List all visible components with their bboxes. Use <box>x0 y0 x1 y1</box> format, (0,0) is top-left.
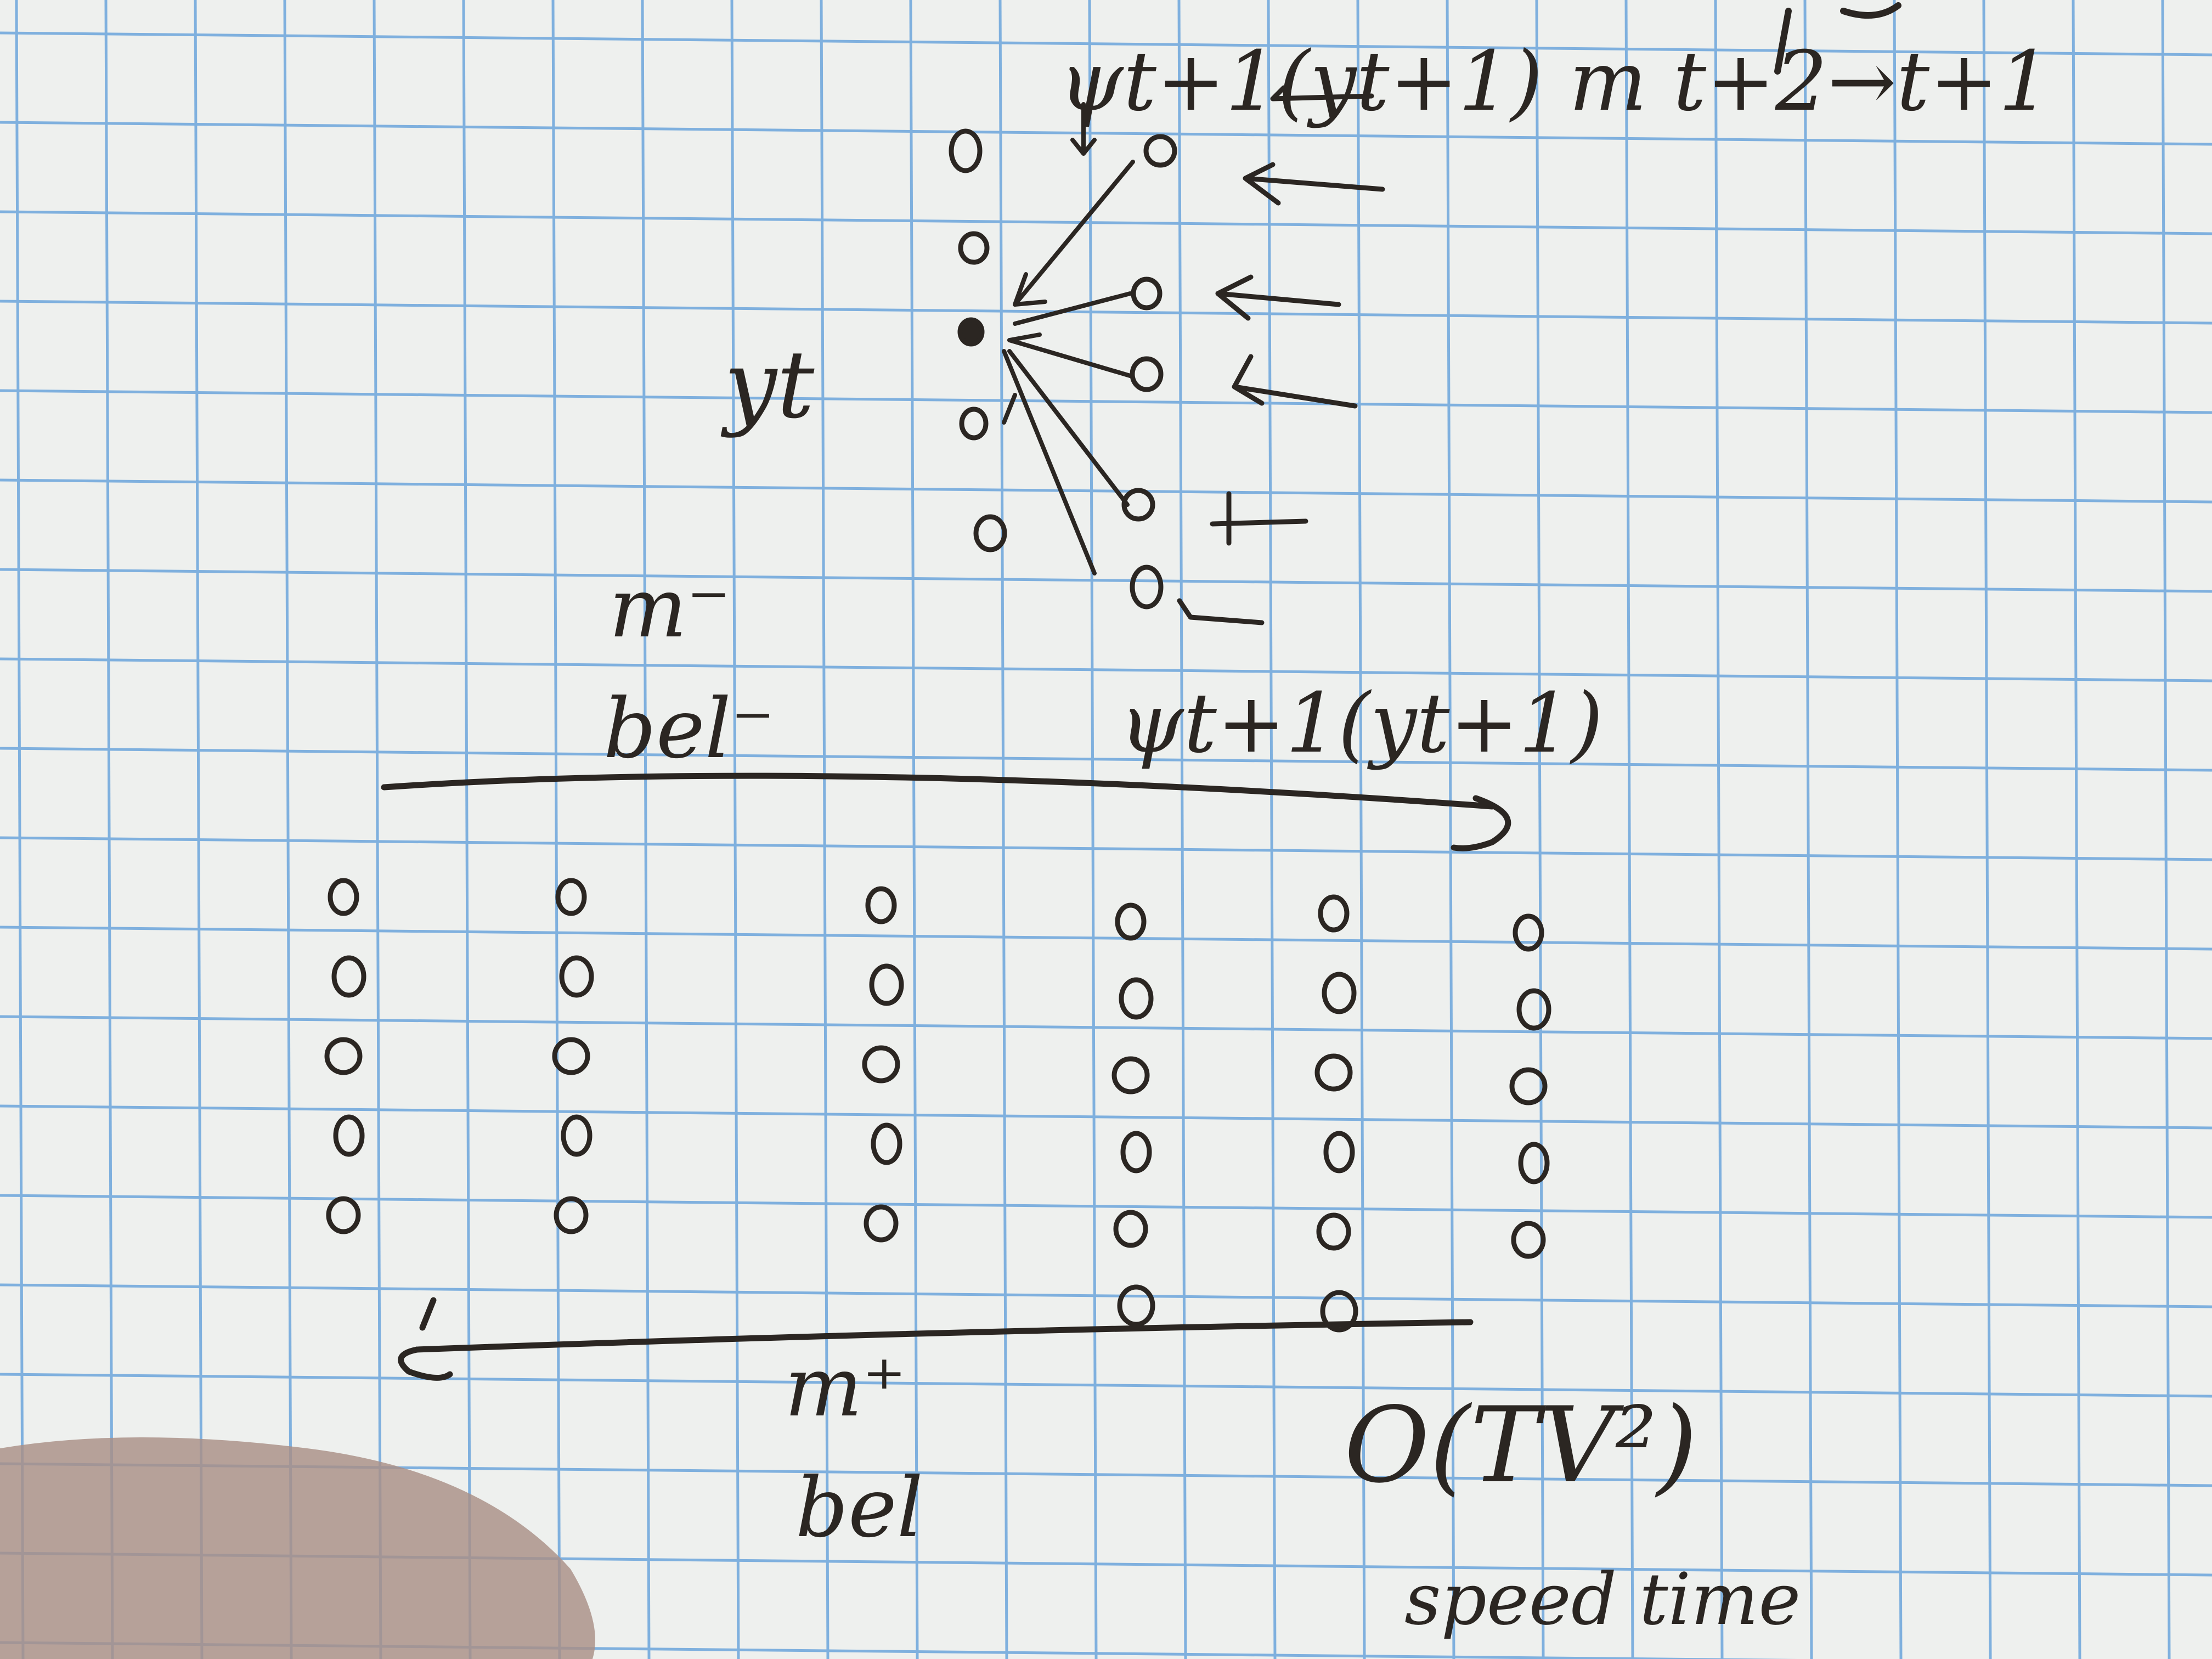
lattice-node <box>554 1196 589 1234</box>
grid-line-vertical <box>1624 0 1634 1659</box>
forward-pass-arrow <box>381 772 1511 851</box>
grid-line-vertical <box>373 0 382 1659</box>
grid-line-vertical <box>1356 0 1366 1659</box>
grid-line-vertical <box>1446 0 1455 1659</box>
grid-line-horizontal <box>0 1104 2212 1130</box>
lattice-node <box>331 955 366 998</box>
grid-line-horizontal <box>0 31 2212 57</box>
lattice-node <box>555 878 587 916</box>
bel-label: bel <box>795 1460 923 1556</box>
lattice-node <box>1119 977 1154 1020</box>
lattice-node <box>862 1045 900 1084</box>
grid-line-vertical <box>641 0 651 1659</box>
grid-line-horizontal <box>0 1373 2212 1398</box>
grid-line-vertical <box>1535 0 1545 1659</box>
grid-line-horizontal <box>0 926 2212 951</box>
grid-line-horizontal <box>0 210 2212 235</box>
grid-line-horizontal <box>0 1283 2212 1308</box>
margin-note-fragment <box>1774 2 1901 75</box>
grid-line-horizontal <box>0 568 2212 593</box>
grid-line-vertical <box>1803 0 1813 1659</box>
lattice-node <box>326 1196 361 1234</box>
lattice-node <box>1511 1221 1546 1259</box>
lattice-node <box>1111 1056 1150 1094</box>
grid-line-vertical <box>1982 0 1992 1659</box>
message-arrows-to-yt <box>1002 102 1135 575</box>
m-plus-label: m⁺ <box>785 1340 906 1435</box>
grid-line-vertical <box>998 0 1008 1659</box>
grid-line-vertical <box>15 0 25 1659</box>
lattice-node <box>559 955 594 998</box>
grid-line-vertical <box>2161 0 2171 1659</box>
grid-line-vertical <box>1088 0 1098 1659</box>
lattice-node <box>324 1037 363 1075</box>
lattice-node <box>871 1122 902 1165</box>
lattice-node <box>552 1037 590 1075</box>
lattice-node <box>1323 1131 1355 1173</box>
m-minus-label: m⁻ <box>609 561 730 656</box>
bel-minus-label: bel⁻ <box>603 681 775 777</box>
lattice-node <box>561 1114 592 1157</box>
finger-shadow <box>0 1437 595 1659</box>
lattice-node <box>1509 1067 1548 1105</box>
grid-line-vertical <box>194 0 204 1659</box>
incoming-messages-top <box>1177 85 1385 625</box>
grid-line-vertical <box>551 0 561 1659</box>
lattice-node <box>1318 894 1350 933</box>
lattice-node <box>869 963 904 1006</box>
grid-line-horizontal <box>0 747 2212 772</box>
lattice-node <box>1115 902 1147 941</box>
top-left-node-column <box>949 128 1007 552</box>
yt-label: yt <box>720 331 815 439</box>
grid-line-vertical <box>462 0 472 1659</box>
lattice-node <box>1513 913 1544 952</box>
lattice-node <box>1322 972 1357 1014</box>
grid-line-horizontal <box>0 121 2212 146</box>
lattice-node <box>1120 1131 1152 1173</box>
grid-line-vertical <box>1177 0 1187 1659</box>
grid-line-vertical <box>283 0 293 1659</box>
top-right-node-column <box>1121 134 1177 610</box>
backward-pass-arrow <box>398 1297 1474 1381</box>
grid-line-vertical <box>1714 0 1724 1659</box>
grid-line-horizontal <box>0 389 2212 414</box>
trellis-node-lattice <box>324 878 1551 1333</box>
psi-bottom-label: ψt+1(yt+1) <box>1119 676 1603 771</box>
complexity-label: O(TV²) <box>1344 1385 1697 1506</box>
lattice-node <box>865 886 897 924</box>
grid-line-horizontal <box>0 836 2212 861</box>
top-header-label: ψt+1(yt+1) m t+2→t+1 <box>1059 34 2051 129</box>
grid-line-horizontal <box>0 1015 2212 1040</box>
lattice-node <box>864 1204 899 1243</box>
lattice-node <box>1516 988 1551 1031</box>
lattice-node <box>333 1114 365 1157</box>
lattice-node <box>328 878 359 916</box>
grid-line-vertical <box>2072 0 2081 1659</box>
grid-line-vertical <box>104 0 114 1659</box>
lattice-node <box>1320 1290 1358 1333</box>
grid-line-vertical <box>1267 0 1277 1659</box>
lattice-node <box>1518 1142 1550 1184</box>
lattice-node <box>1113 1210 1148 1248</box>
grid-line-horizontal <box>0 300 2212 325</box>
grid-line-vertical <box>1893 0 1903 1659</box>
grid-line-horizontal <box>0 1194 2212 1219</box>
grid-line-horizontal <box>0 657 2212 682</box>
lattice-node <box>1314 1053 1353 1092</box>
lattice-node <box>1316 1212 1351 1251</box>
grid-line-horizontal <box>0 478 2212 504</box>
speed-time-label: speed time <box>1404 1558 1801 1641</box>
lattice-node <box>1117 1284 1155 1327</box>
